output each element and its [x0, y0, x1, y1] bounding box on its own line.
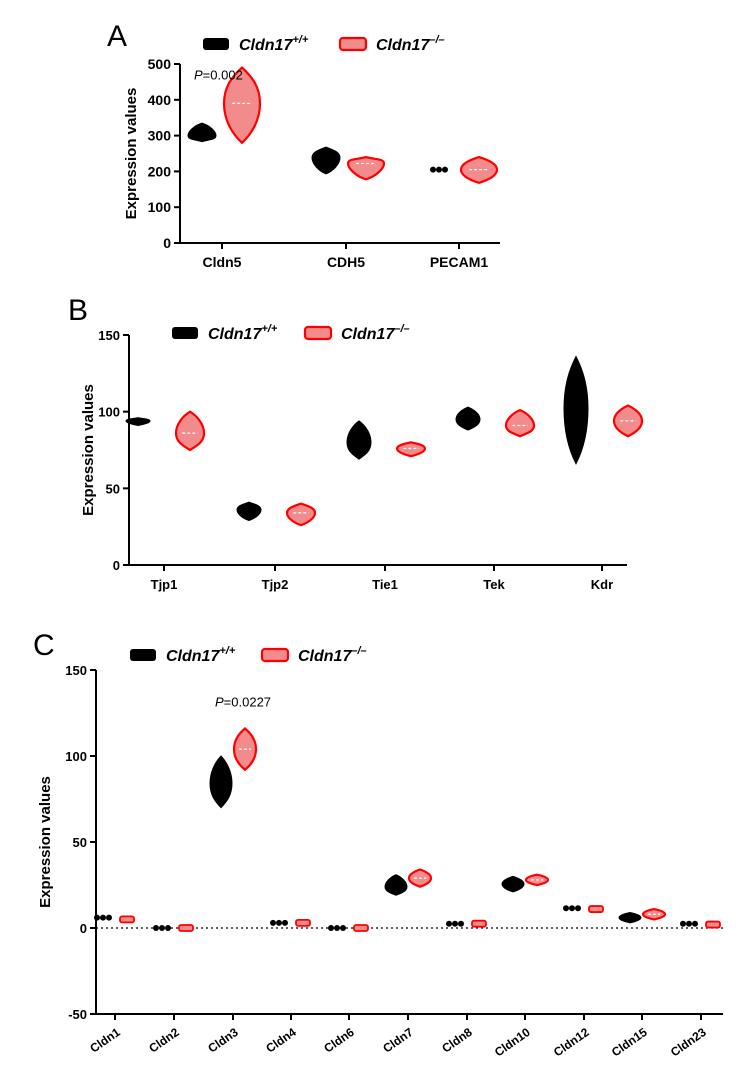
x-tick-label: Tek: [483, 577, 505, 592]
legend-swatch-wt: [130, 649, 156, 661]
violin-wt: [346, 420, 372, 460]
violin-wt: [501, 875, 525, 893]
violin-ko: [119, 915, 135, 924]
y-axis-label: Expression values: [37, 776, 54, 908]
x-tick-label: Cldn3: [205, 1025, 241, 1056]
x-tick-label: Cldn4: [263, 1025, 299, 1056]
violin-wt: [680, 920, 698, 927]
violin-ko: [588, 905, 604, 913]
x-tick-label: Tjp1: [151, 577, 178, 592]
p-value-annotation: P=0.0227: [215, 694, 271, 709]
x-tick-label: Cldn12: [551, 1025, 592, 1060]
legend-label: Cldn17+/+: [239, 34, 309, 54]
violin-wt: [430, 166, 448, 173]
legend-item-ko: Cldn17–/–: [260, 645, 367, 665]
violin-wt: [125, 417, 151, 426]
x-tick-label: PECAM1: [430, 254, 489, 270]
y-tick-label: 500: [148, 56, 172, 72]
p-value-annotation: P=0.002: [194, 68, 243, 83]
violin-ko: [471, 919, 487, 928]
violin-ko: [395, 441, 427, 458]
legend-label: Cldn17+/+: [208, 323, 278, 343]
y-tick-label: 0: [80, 921, 87, 936]
legend-label: Cldn17–/–: [341, 323, 410, 343]
x-tick-label: Cldn2: [146, 1025, 182, 1056]
violin-wt: [563, 905, 581, 912]
y-tick-label: 200: [148, 163, 172, 179]
violin-ko: [285, 502, 317, 527]
x-tick-label: Cldn1: [87, 1025, 123, 1056]
violin-ko: [295, 918, 311, 927]
violin-ko: [705, 920, 721, 929]
violin-wt: [209, 755, 233, 809]
violin-wt: [94, 914, 112, 921]
violin-wt: [446, 920, 464, 927]
panel-letter: A: [107, 20, 127, 53]
y-tick-label: 150: [98, 328, 120, 343]
y-tick-label: 400: [148, 92, 172, 108]
legend-swatch-ko: [303, 325, 333, 341]
x-tick-label: Cldn10: [492, 1025, 533, 1060]
y-axis-label: Expression values: [123, 88, 140, 220]
y-tick-label: 50: [106, 481, 120, 496]
legend-item-ko: Cldn17–/–: [303, 323, 410, 343]
violin-ko: [353, 924, 369, 932]
panel-A: A 0 100 200 300 400 500 Expression values Cldn5 C…: [107, 20, 500, 270]
legend-swatch-ko: [338, 36, 368, 52]
y-tick-label: 50: [73, 835, 87, 850]
x-tick-label: Cldn15: [609, 1025, 650, 1060]
y-axis-label: Expression values: [80, 384, 97, 516]
x-tick-label: Tie1: [372, 577, 398, 592]
panel-letter: C: [33, 629, 55, 662]
violin-ko: [504, 408, 536, 438]
y-tick-label: 0: [163, 235, 171, 251]
legend-item-ko: Cldn17–/–: [338, 34, 445, 54]
y-tick-label: 300: [148, 128, 172, 144]
y-tick-label: 150: [65, 663, 87, 678]
violin-ko: [174, 410, 206, 452]
y-tick-label: 100: [65, 749, 87, 764]
y-tick-label: 100: [98, 405, 120, 420]
x-tick-label: Kdr: [591, 577, 613, 592]
violin-wt: [270, 919, 288, 926]
x-tick-label: Tjp2: [262, 577, 289, 592]
legend-label: Cldn17–/–: [376, 34, 445, 54]
legend-label: Cldn17+/+: [166, 645, 236, 665]
legend-swatch-wt: [203, 38, 229, 50]
x-tick-label: Cldn7: [380, 1025, 416, 1056]
x-tick-label: Cldn8: [439, 1025, 475, 1056]
legend-label: Cldn17–/–: [298, 645, 367, 665]
violin-wt: [328, 925, 346, 931]
violin-wt: [563, 355, 589, 465]
y-tick-label: 0: [113, 558, 120, 573]
x-tick-label: Cldn23: [668, 1025, 709, 1060]
violin-wt: [455, 406, 481, 431]
violin-ko: [459, 155, 499, 185]
y-tick-label: -50: [68, 1007, 87, 1022]
legend-swatch-wt: [172, 327, 198, 339]
violin-ko: [222, 66, 262, 145]
y-tick-label: 100: [148, 199, 172, 215]
violin-wt: [384, 874, 408, 896]
x-tick-label: CDH5: [327, 254, 365, 270]
violin-ko: [346, 155, 386, 181]
x-tick-label: Cldn5: [203, 254, 242, 270]
legend-item-wt: Cldn17+/+: [203, 34, 309, 54]
x-tick-label: Cldn6: [321, 1025, 357, 1056]
legend-item-wt: Cldn17+/+: [130, 645, 236, 665]
violin-wt: [153, 925, 171, 931]
violin-wt: [618, 912, 642, 924]
legend-swatch-ko: [260, 647, 290, 663]
violin-wt: [236, 501, 262, 522]
panel-B: B 0 50 100 150 Expression values Tjp1 Tjp2 Tie1 T…: [68, 294, 644, 592]
violin-wt: [311, 146, 341, 175]
panel-C: C -50 0 50 100 150 Expression values Cldn1 Cldn2…: [33, 629, 723, 1059]
legend-item-wt: Cldn17+/+: [172, 323, 278, 343]
violin-wt: [187, 122, 217, 143]
panel-letter: B: [68, 294, 88, 327]
violin-ko: [178, 924, 194, 932]
